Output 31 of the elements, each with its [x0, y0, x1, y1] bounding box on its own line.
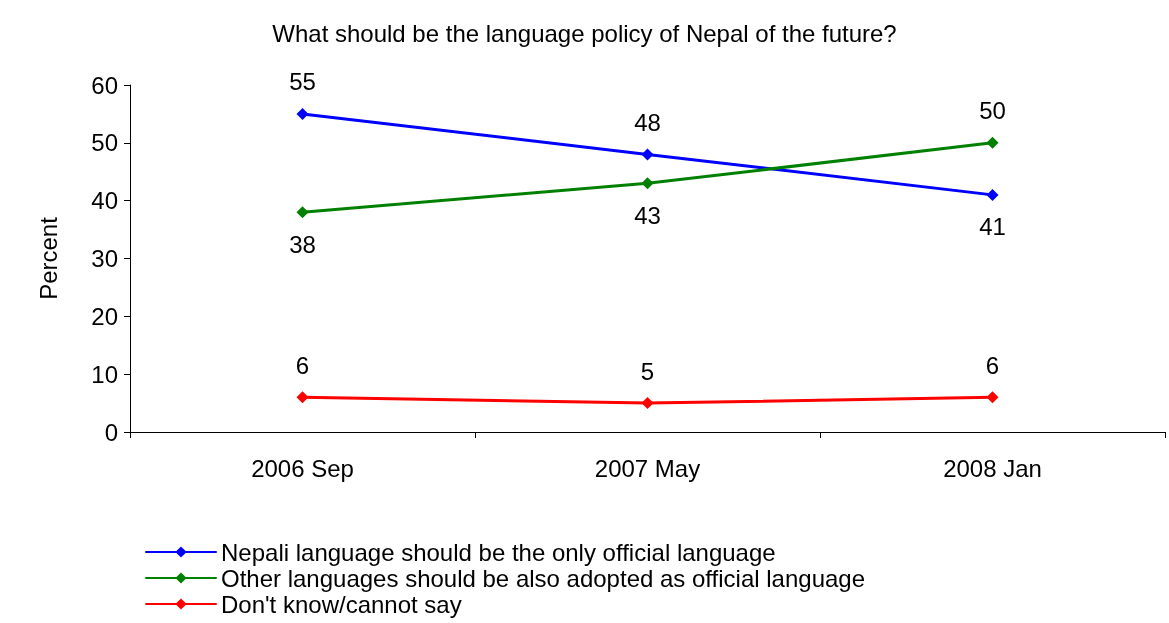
point — [641, 177, 654, 190]
point — [641, 397, 654, 410]
x-tick-label: 2007 May — [594, 454, 701, 482]
chart-title: What should be the language policy of Nepal of the future? — [272, 19, 897, 47]
data-label: 50 — [979, 97, 1006, 125]
data-label: 38 — [289, 230, 316, 258]
data-label: 5 — [640, 357, 655, 385]
data-label: 41 — [979, 213, 1006, 241]
data-label: 6 — [295, 351, 310, 379]
y-tick-label: 60 — [91, 71, 118, 99]
x-tick-label: 2006 Sep — [251, 454, 354, 482]
y-tick-label: 30 — [91, 245, 118, 272]
point — [296, 391, 309, 404]
data-label: 43 — [634, 201, 661, 229]
point — [986, 391, 999, 404]
point — [986, 188, 999, 201]
y-tick-label: 20 — [91, 302, 118, 330]
point — [296, 206, 309, 219]
x-tick-label: 2008 Jan — [943, 454, 1042, 482]
y-axis-title: Percent — [34, 216, 62, 300]
point — [296, 107, 309, 120]
y-tick-label: 0 — [104, 418, 118, 446]
point — [641, 148, 654, 161]
y-tick-label: 50 — [91, 129, 118, 157]
data-label: 6 — [985, 351, 1000, 379]
y-tick-label: 10 — [91, 360, 118, 388]
legend-label: Nepali language should be the only official language — [221, 538, 776, 566]
point — [986, 136, 999, 149]
data-label: 55 — [289, 68, 316, 96]
data-label: 48 — [634, 108, 661, 136]
y-tick-label: 40 — [91, 187, 118, 215]
